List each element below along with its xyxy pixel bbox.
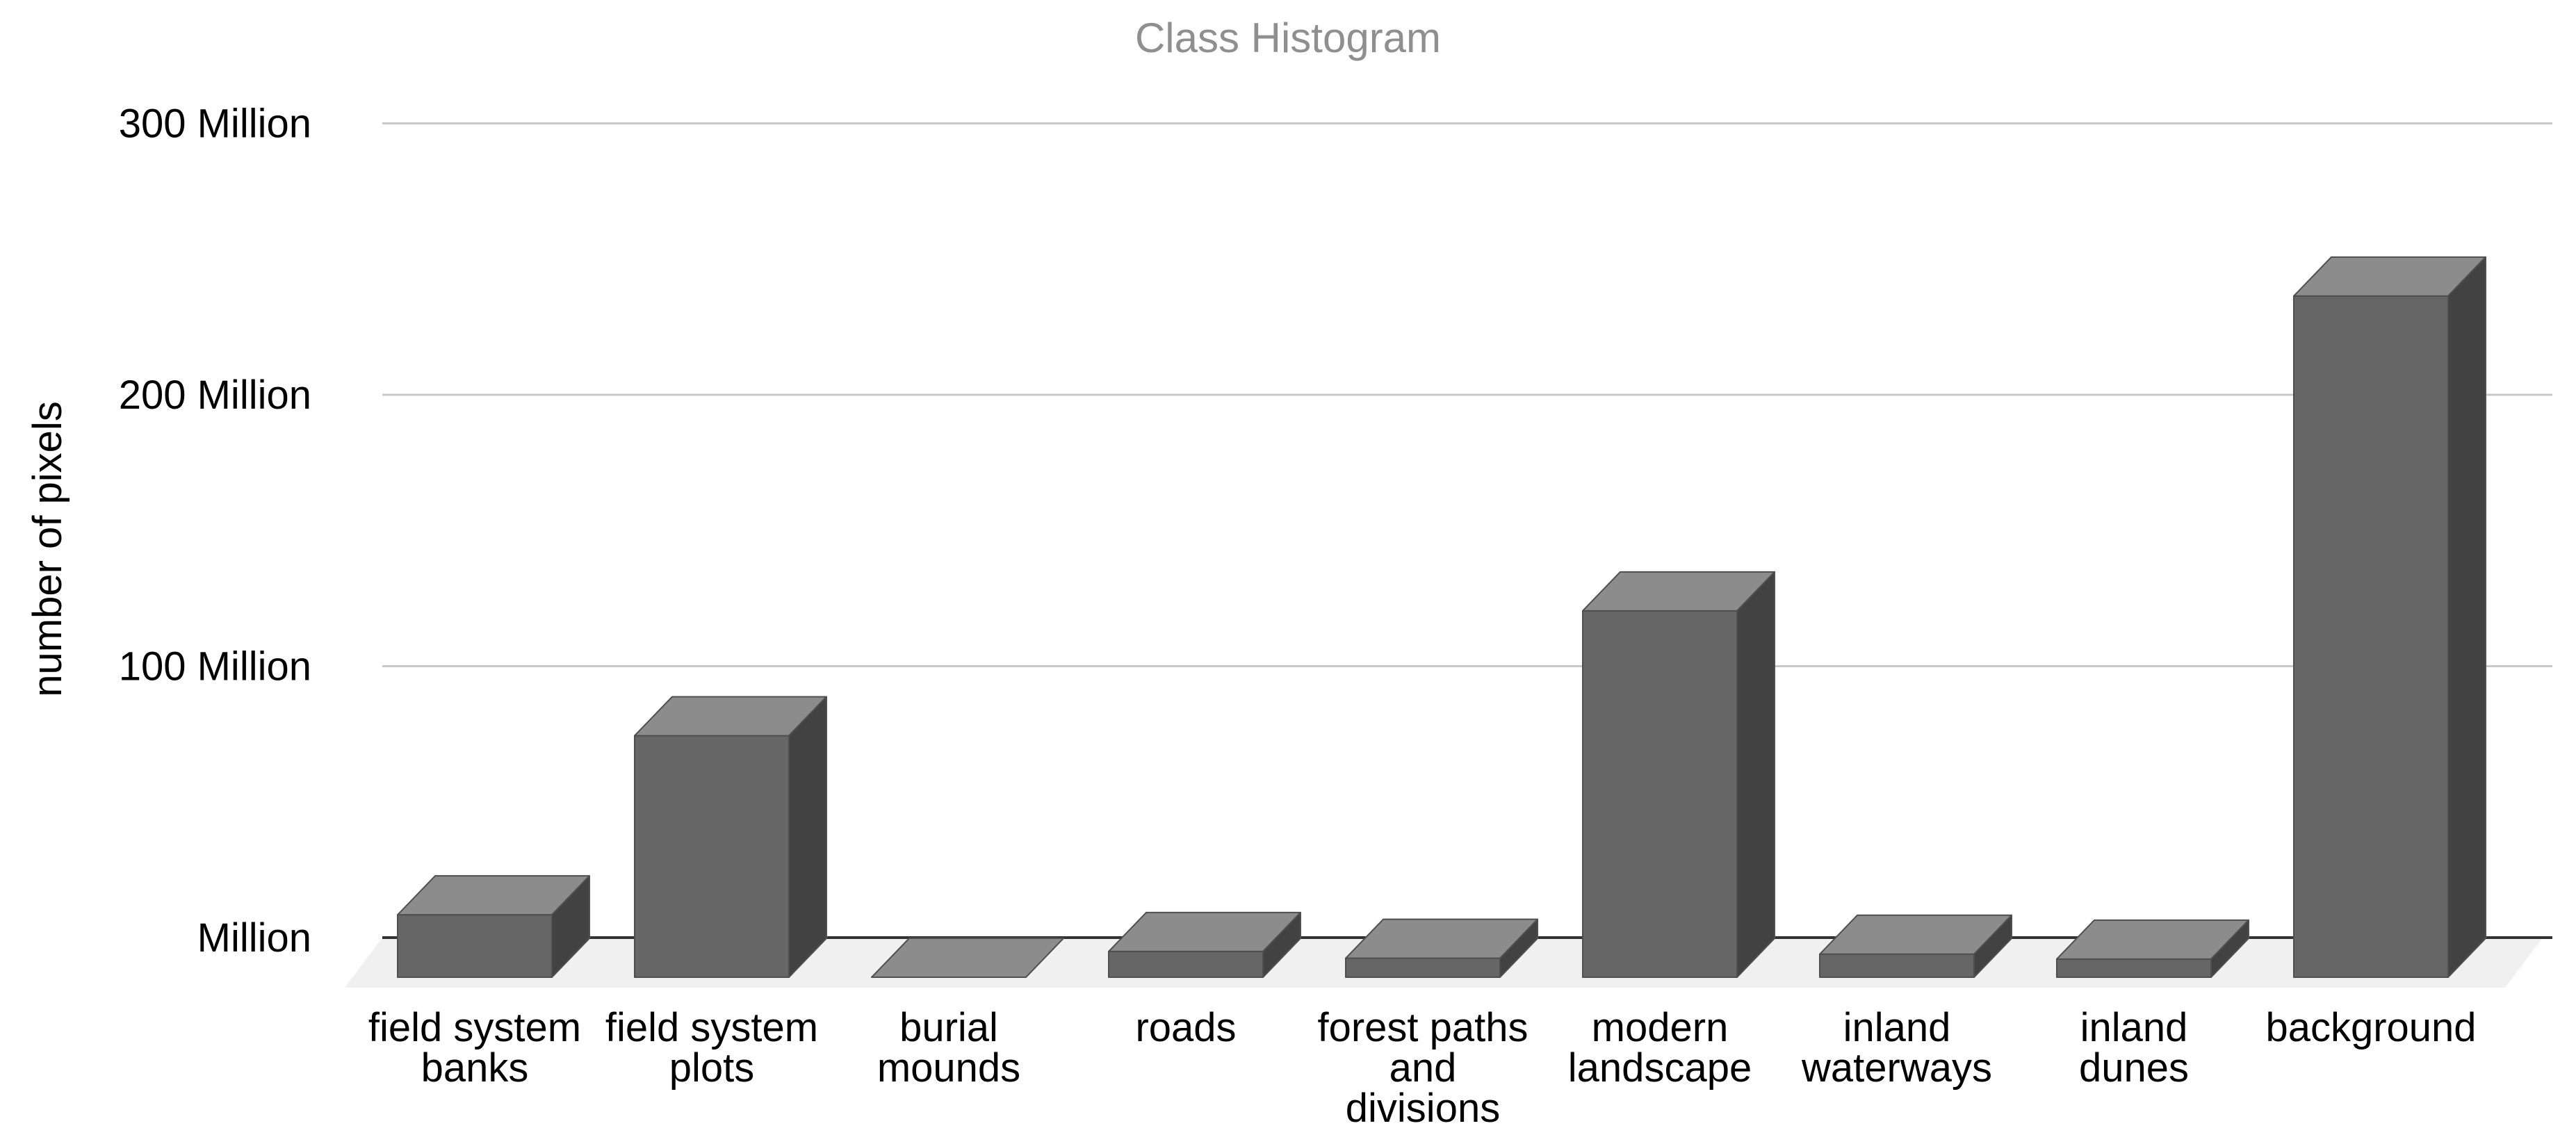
category-label-line: and bbox=[1389, 1045, 1457, 1091]
bar-side-face bbox=[2447, 256, 2486, 978]
bar-front-face bbox=[1108, 950, 1264, 978]
bar-front-face bbox=[2293, 295, 2449, 978]
chart-title: Class Histogram bbox=[1135, 15, 1441, 61]
bar-background bbox=[2293, 256, 2486, 978]
bar-side-face bbox=[551, 875, 590, 978]
y-tick-label-million: Million bbox=[197, 915, 311, 961]
bar-side-face bbox=[788, 696, 827, 978]
bar-front-face bbox=[1345, 957, 1501, 978]
chart-bars-layer bbox=[397, 256, 2486, 978]
category-label-line: banks bbox=[421, 1045, 529, 1091]
category-label-line: divisions bbox=[1346, 1086, 1500, 1131]
y-tick-label-300-million: 300 Million bbox=[119, 101, 311, 147]
category-label-line: dunes bbox=[2079, 1045, 2189, 1091]
bar-side-face bbox=[1973, 914, 2012, 978]
bar-top-face-flat bbox=[871, 938, 1064, 978]
bar-modern-landscape bbox=[1582, 571, 1775, 978]
bar-forest-paths-and-divisions bbox=[1345, 918, 1538, 978]
y-axis-tick-labels: 300 Million 200 Million 100 Million Million bbox=[119, 101, 311, 961]
bar-front-face bbox=[634, 735, 790, 978]
y-tick-label-200-million: 200 Million bbox=[119, 373, 311, 418]
category-label-roads: roads bbox=[1135, 1005, 1236, 1050]
category-label-line: mounds bbox=[877, 1045, 1020, 1091]
bar-inland-waterways bbox=[1819, 914, 2012, 978]
bar-front-face bbox=[1819, 953, 1975, 978]
bar-side-face bbox=[1736, 571, 1775, 978]
bar-roads bbox=[1108, 911, 1301, 978]
category-label-background: background bbox=[2265, 1005, 2476, 1050]
category-label-line: plots bbox=[669, 1045, 755, 1091]
bar-inland-dunes bbox=[2056, 919, 2249, 978]
y-axis-title: number of pixels bbox=[25, 401, 70, 697]
bar-burial-mounds bbox=[871, 938, 1064, 978]
bar-front-face bbox=[397, 914, 553, 978]
bar-side-face bbox=[1499, 918, 1538, 978]
bar-side-face bbox=[2210, 919, 2249, 978]
bar-field-system-plots bbox=[634, 696, 827, 978]
category-label-line: burial bbox=[899, 1005, 998, 1050]
bar-front-face bbox=[1582, 610, 1738, 978]
category-label-line: modern bbox=[1592, 1005, 1729, 1050]
y-tick-label-100-million: 100 Million bbox=[119, 644, 311, 689]
bar-side-face bbox=[1262, 911, 1301, 978]
category-label-line: forest paths bbox=[1317, 1005, 1528, 1050]
category-label-line: inland bbox=[2080, 1005, 2188, 1050]
bar-front-face bbox=[2056, 958, 2212, 978]
category-label-line: roads bbox=[1135, 1005, 1236, 1050]
category-label-line: field system bbox=[368, 1005, 581, 1050]
category-label-line: background bbox=[2265, 1005, 2476, 1050]
category-label-line: inland bbox=[1843, 1005, 1951, 1050]
category-label-line: landscape bbox=[1568, 1045, 1752, 1091]
category-label-line: field system bbox=[605, 1005, 818, 1050]
bar-field-system-banks bbox=[397, 875, 590, 978]
category-label-line: waterways bbox=[1801, 1045, 1992, 1091]
